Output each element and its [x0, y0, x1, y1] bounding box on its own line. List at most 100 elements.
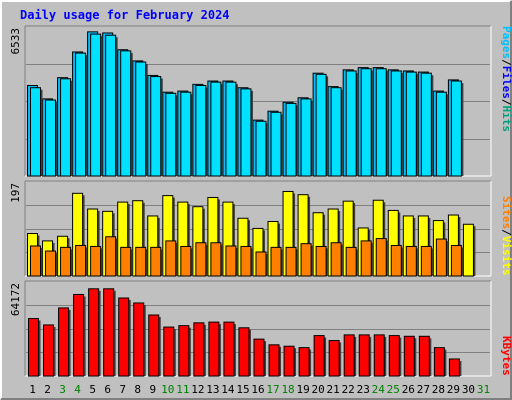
x-tick-label: 3: [59, 383, 66, 396]
bar-kbytes-day-1: [28, 318, 39, 377]
x-tick-label: 18: [281, 383, 294, 396]
bar-files-day-29: [450, 80, 462, 177]
bar-kbytes-day-29: [448, 358, 460, 377]
bar-files-day-25: [390, 70, 402, 177]
legend-hits-files-pages: Pages/Files/Hits: [500, 26, 512, 132]
bar-files-day-16: [255, 120, 267, 177]
bar-visits-day-30: [462, 223, 474, 277]
bar-sites-day-4: [75, 245, 87, 277]
bar-kbytes-day-5: [88, 288, 100, 377]
bar-files-day-10: [165, 92, 177, 177]
bar-kbytes-day-6: [103, 288, 115, 377]
bar-sites-day-16: [255, 251, 267, 277]
x-tick-label: 19: [296, 383, 309, 396]
bar-sites-day-28: [435, 238, 447, 277]
bar-kbytes-day-28: [433, 347, 445, 377]
x-tick-label: 30: [462, 383, 475, 396]
bar-kbytes-day-11: [178, 325, 190, 377]
bar-files-day-23: [360, 68, 372, 177]
x-tick-label: 16: [251, 383, 264, 396]
bar-sites-day-24: [375, 238, 387, 277]
bar-kbytes-day-2: [43, 324, 55, 377]
bar-kbytes-day-4: [73, 293, 85, 377]
bar-kbytes-day-12: [193, 322, 205, 377]
x-tick-label: 26: [402, 383, 415, 396]
series-kbytes: [28, 288, 462, 377]
bar-kbytes-day-9: [148, 314, 160, 377]
bar-sites-day-9: [150, 246, 162, 277]
bar-sites-day-1: [30, 245, 41, 277]
x-tick-label: 7: [119, 383, 126, 396]
legend-separator: /: [500, 229, 512, 236]
bar-sites-day-12: [195, 242, 207, 277]
bar-kbytes-day-27: [418, 335, 430, 377]
bar-sites-day-5: [90, 245, 102, 277]
series-sites: [30, 236, 464, 277]
bar-kbytes-day-22: [343, 334, 355, 377]
x-tick-label: 6: [104, 383, 111, 396]
x-tick-label: 21: [327, 383, 340, 396]
bar-kbytes-day-3: [58, 307, 70, 377]
legend-kbytes: KBytes: [500, 336, 512, 376]
bar-kbytes-day-15: [238, 327, 250, 377]
bar-files-day-3: [60, 78, 72, 177]
x-tick-label: 2: [44, 383, 51, 396]
bar-sites-day-6: [105, 236, 117, 277]
panel-visits-sites: 197: [9, 180, 492, 277]
x-tick-label: 25: [387, 383, 400, 396]
bar-kbytes-day-20: [313, 335, 325, 377]
x-tick-label: 17: [266, 383, 279, 396]
bar-kbytes-day-26: [403, 335, 415, 377]
x-tick-label: 24: [372, 383, 386, 396]
bar-sites-day-11: [180, 245, 192, 277]
bar-sites-day-15: [240, 245, 252, 277]
bar-sites-day-21: [330, 242, 342, 277]
bar-sites-day-14: [225, 245, 237, 277]
x-tick-label: 20: [312, 383, 325, 396]
x-tick-label: 12: [191, 383, 204, 396]
bar-kbytes-day-23: [358, 334, 370, 377]
bar-files-day-8: [135, 61, 147, 177]
x-tick-label: 1: [29, 383, 36, 396]
x-tick-label: 28: [432, 383, 445, 396]
bar-files-day-17: [270, 111, 282, 177]
legend-hits: Hits: [500, 106, 512, 133]
y-max-label: 197: [9, 183, 22, 203]
bar-files-day-19: [300, 98, 312, 177]
bar-files-day-6: [105, 34, 117, 177]
bar-files-day-2: [45, 99, 57, 177]
x-tick-label: 15: [236, 383, 249, 396]
legend-separator: /: [500, 59, 512, 66]
bar-files-day-27: [420, 72, 432, 177]
bar-sites-day-13: [210, 242, 222, 277]
bar-files-day-4: [75, 52, 87, 177]
bar-kbytes-day-25: [388, 335, 400, 377]
bar-kbytes-day-18: [283, 345, 295, 377]
bar-files-day-1: [30, 87, 41, 177]
bar-files-day-5: [90, 33, 102, 177]
bar-sites-day-17: [270, 246, 282, 277]
x-tick-label: 31: [477, 383, 490, 396]
bar-files-day-13: [210, 81, 222, 177]
bar-sites-day-3: [60, 246, 72, 277]
bar-files-day-26: [405, 71, 417, 177]
x-tick-label: 4: [74, 383, 81, 396]
x-tick-label: 22: [342, 383, 355, 396]
x-tick-label: 27: [417, 383, 430, 396]
legend-kbytes: KBytes: [500, 336, 512, 376]
bar-files-day-20: [315, 73, 327, 177]
legend-sites: Sites: [500, 196, 512, 229]
svg-text:Sites/Visits: Sites/Visits: [500, 196, 512, 276]
y-max-label: 6533: [9, 28, 22, 55]
x-tick-label: 14: [221, 383, 235, 396]
bar-files-day-12: [195, 84, 207, 177]
bar-sites-day-23: [360, 240, 372, 277]
bar-kbytes-day-13: [208, 321, 220, 377]
panel-hits-files: 6533: [9, 25, 492, 177]
bar-kbytes-day-7: [118, 297, 130, 377]
svg-text:KBytes: KBytes: [500, 336, 512, 376]
bar-sites-day-18: [285, 246, 297, 277]
bar-sites-day-25: [390, 245, 402, 277]
